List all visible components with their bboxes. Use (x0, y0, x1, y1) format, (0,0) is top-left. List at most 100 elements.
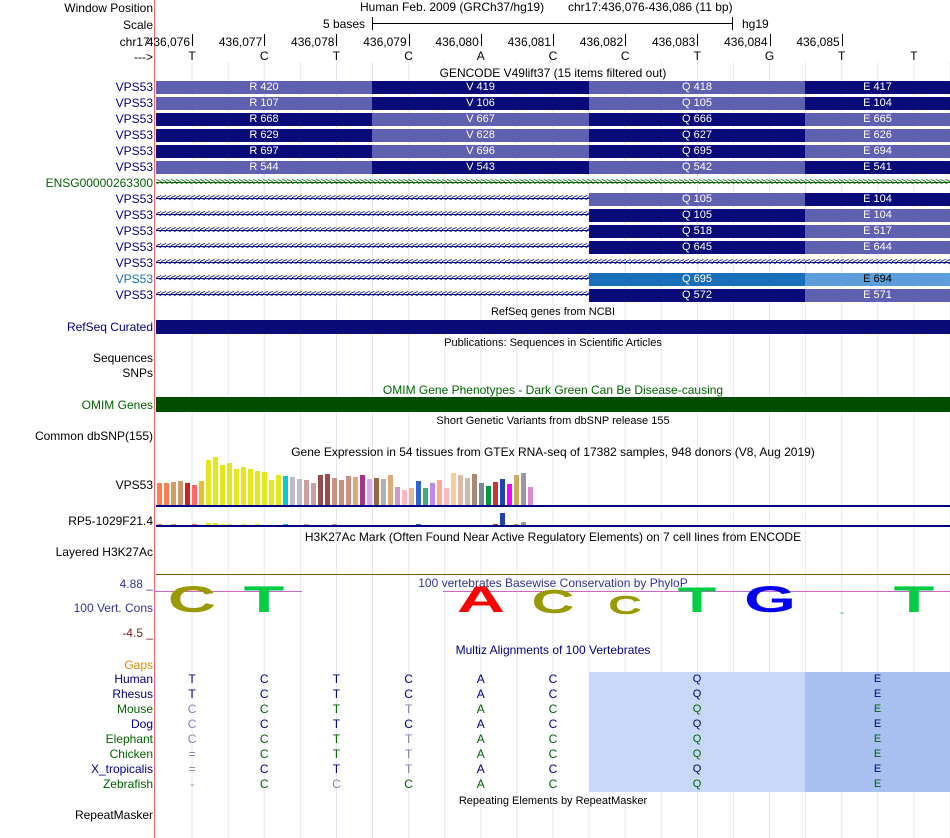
gtex-bar[interactable] (374, 478, 379, 505)
codon-block[interactable]: V 543 (372, 161, 589, 174)
phylop-letter[interactable]: C (608, 590, 643, 620)
gencode-row-label[interactable]: VPS53 (115, 224, 153, 238)
phylop-letter[interactable]: T (243, 579, 285, 620)
gtex-vps53-label[interactable]: VPS53 (115, 478, 153, 492)
gtex-bar[interactable] (297, 479, 302, 505)
gtex-bar[interactable] (171, 482, 176, 505)
gtex-bar[interactable] (227, 463, 232, 505)
gencode-row-label[interactable]: VPS53 (115, 128, 153, 142)
phylop-letter[interactable]: - (839, 610, 844, 617)
phylop-letter[interactable]: C (168, 579, 217, 620)
gtex-bar[interactable] (164, 483, 169, 505)
gtex-bar[interactable] (220, 465, 225, 505)
gtex-bar[interactable] (367, 479, 372, 505)
codon-block[interactable]: R 544 (156, 161, 372, 174)
codon-block[interactable]: R 668 (156, 113, 372, 126)
gtex-bar[interactable] (416, 481, 421, 505)
codon-block[interactable]: R 107 (156, 97, 372, 110)
multiz-species-label[interactable]: Dog (130, 717, 153, 731)
gtex-bar[interactable] (528, 487, 533, 505)
gencode-row-label[interactable]: VPS53 (115, 208, 153, 222)
phylop-letter[interactable]: G (743, 579, 796, 620)
codon-block[interactable]: E 517 (805, 225, 950, 238)
dbsnp-label[interactable]: Common dbSNP(155) (34, 429, 153, 443)
codon-block[interactable]: R 697 (156, 145, 372, 158)
multiz-species-label[interactable]: Rhesus (112, 687, 153, 701)
gtex-bar[interactable] (325, 474, 330, 505)
multiz-species-label[interactable]: Elephant (105, 732, 153, 746)
gtex-bar[interactable] (521, 522, 526, 526)
gtex-bar[interactable] (451, 473, 456, 505)
gtex-bar[interactable] (409, 488, 414, 505)
codon-block[interactable]: V 628 (372, 129, 589, 142)
codon-block[interactable]: Q 627 (589, 129, 805, 142)
codon-block[interactable]: V 419 (372, 81, 589, 94)
sequences-label[interactable]: Sequences (92, 351, 153, 365)
omim-label[interactable]: OMIM Genes (81, 398, 153, 412)
codon-block[interactable]: Q 418 (589, 81, 805, 94)
gtex-bar[interactable] (339, 480, 344, 505)
gtex-bar[interactable] (241, 467, 246, 505)
gtex-bar[interactable] (423, 488, 428, 505)
gtex-bar[interactable] (472, 474, 477, 505)
gencode-row-label[interactable]: VPS53 (115, 240, 153, 254)
codon-block[interactable]: E 694 (805, 273, 950, 286)
gencode-row-label[interactable]: VPS53 (115, 192, 153, 206)
gencode-row-label[interactable]: VPS53 (115, 96, 153, 110)
gtex-rp5-chart[interactable] (156, 508, 950, 526)
refseq-label[interactable]: RefSeq Curated (66, 320, 153, 334)
multiz-species-label[interactable]: X_tropicalis (90, 762, 153, 776)
gtex-bar[interactable] (332, 478, 337, 505)
gtex-bar[interactable] (206, 523, 211, 526)
multiz-species-label[interactable]: Zebrafish (102, 777, 153, 791)
multiz-species-label[interactable]: Human (114, 672, 153, 686)
gencode-row-label[interactable]: ENSG00000263300 (45, 176, 153, 190)
repeatmasker-label[interactable]: RepeatMasker (74, 808, 153, 822)
codon-block[interactable]: Q 666 (589, 113, 805, 126)
gtex-vps53-chart[interactable] (156, 455, 950, 505)
phylop-letter[interactable]: T (893, 579, 935, 620)
gtex-bar[interactable] (346, 476, 351, 505)
gtex-bar[interactable] (192, 485, 197, 505)
gtex-bar[interactable] (318, 475, 323, 505)
gtex-bar[interactable] (402, 490, 407, 505)
gtex-bar[interactable] (500, 479, 505, 505)
h3k27ac-label[interactable]: Layered H3K27Ac (55, 545, 153, 559)
codon-block[interactable]: Q 105 (589, 193, 805, 206)
gtex-bar[interactable] (199, 481, 204, 505)
phylop-label[interactable]: 100 Vert. Cons (73, 601, 153, 615)
multiz-species-label[interactable]: Chicken (109, 747, 153, 761)
codon-block[interactable]: V 106 (372, 97, 589, 110)
gtex-bar[interactable] (283, 476, 288, 505)
gencode-row-label[interactable]: VPS53 (115, 160, 153, 174)
codon-block[interactable]: E 694 (805, 145, 950, 158)
phylop-letter[interactable]: T (678, 581, 717, 620)
gtex-bar[interactable] (311, 483, 316, 505)
gtex-bar[interactable] (430, 483, 435, 505)
codon-block[interactable]: E 644 (805, 241, 950, 254)
codon-block[interactable]: Q 695 (589, 273, 805, 286)
codon-block[interactable]: E 104 (805, 193, 950, 206)
codon-block[interactable]: E 626 (805, 129, 950, 142)
gencode-row-label[interactable]: VPS53 (115, 256, 153, 270)
gtex-bar[interactable] (444, 488, 449, 505)
phylop-letter[interactable]: A (456, 579, 505, 620)
gtex-bar[interactable] (353, 477, 358, 505)
gtex-bar[interactable] (290, 477, 295, 505)
refseq-gene-bar[interactable] (156, 320, 950, 334)
codon-block[interactable]: E 571 (805, 289, 950, 302)
codon-block[interactable]: E 417 (805, 81, 950, 94)
gtex-bar[interactable] (255, 471, 260, 505)
codon-block[interactable]: Q 105 (589, 97, 805, 110)
codon-block[interactable]: Q 695 (589, 145, 805, 158)
gtex-bar[interactable] (493, 482, 498, 505)
position-text[interactable]: chr17:436,076-436,086 (11 bp) (568, 0, 733, 14)
gtex-bar[interactable] (521, 473, 526, 505)
gtex-bar[interactable] (395, 487, 400, 505)
multiz-species-label[interactable]: Mouse (116, 702, 153, 716)
gtex-bar[interactable] (185, 483, 190, 505)
gtex-bar[interactable] (360, 475, 365, 505)
gtex-bar[interactable] (248, 469, 253, 505)
codon-block[interactable]: V 696 (372, 145, 589, 158)
gtex-bar[interactable] (234, 469, 239, 505)
